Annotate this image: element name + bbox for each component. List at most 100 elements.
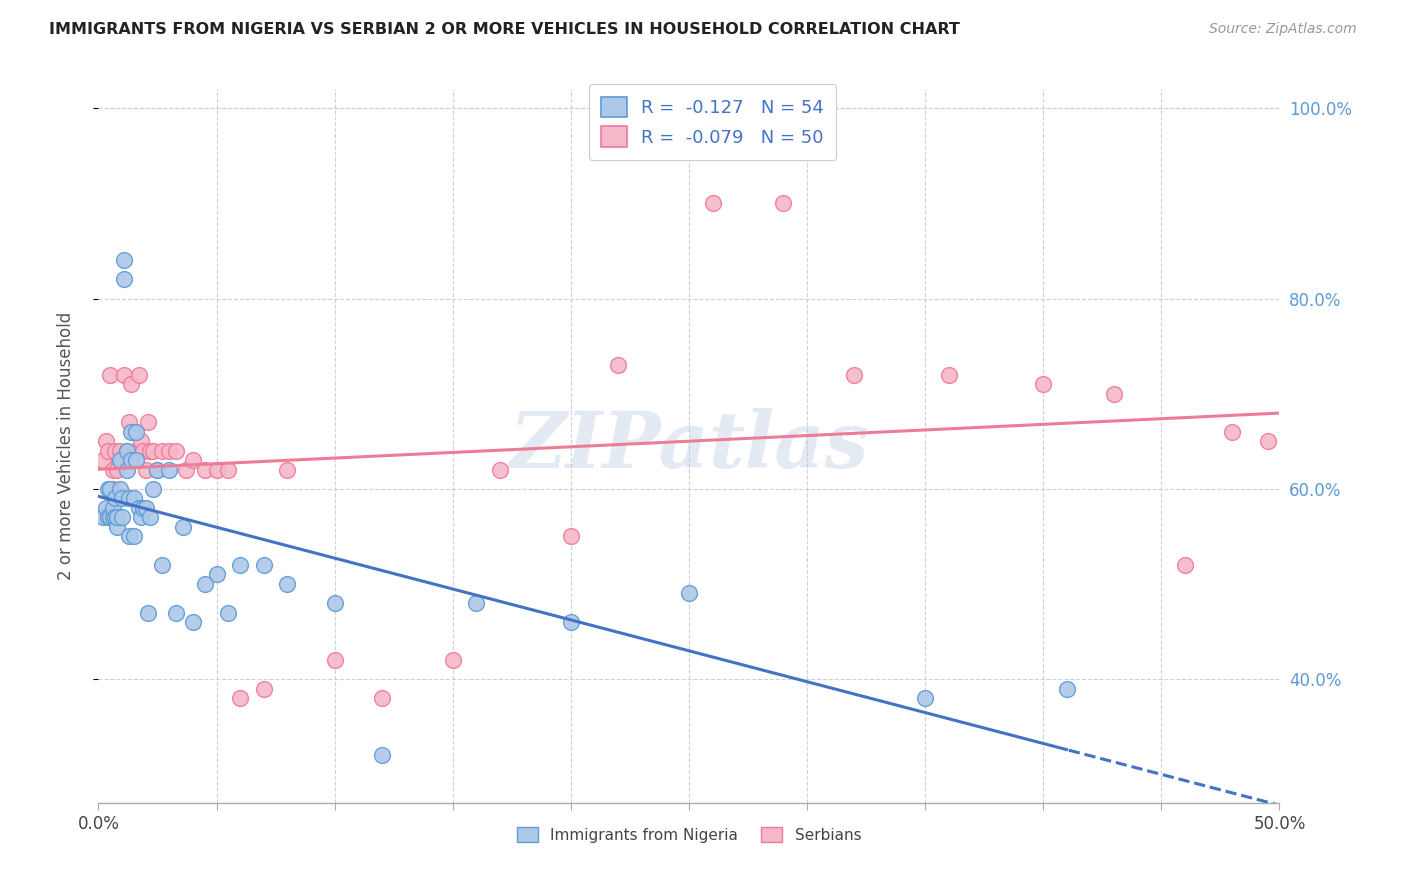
Point <box>128 368 150 382</box>
Point <box>105 510 128 524</box>
Point <box>97 510 120 524</box>
Point <box>560 615 582 629</box>
Point <box>157 443 180 458</box>
Text: ZIPatlas: ZIPatlas <box>509 408 869 484</box>
Point <box>94 434 117 449</box>
Point <box>115 443 138 458</box>
Point <box>194 463 217 477</box>
Point <box>276 463 298 477</box>
Point <box>181 453 204 467</box>
Point <box>139 443 162 458</box>
Point <box>702 196 724 211</box>
Point <box>253 681 276 696</box>
Y-axis label: 2 or more Vehicles in Household: 2 or more Vehicles in Household <box>56 312 75 580</box>
Point <box>129 434 152 449</box>
Point <box>1174 558 1197 572</box>
Point <box>115 463 138 477</box>
Point <box>1257 434 1279 449</box>
Point <box>97 443 120 458</box>
Point <box>104 510 127 524</box>
Point <box>172 520 194 534</box>
Point <box>104 443 127 458</box>
Point <box>371 748 394 763</box>
Point <box>205 463 228 477</box>
Text: IMMIGRANTS FROM NIGERIA VS SERBIAN 2 OR MORE VEHICLES IN HOUSEHOLD CORRELATION C: IMMIGRANTS FROM NIGERIA VS SERBIAN 2 OR … <box>49 22 960 37</box>
Point <box>150 558 173 572</box>
Point <box>108 443 131 458</box>
Point <box>217 606 239 620</box>
Point <box>125 425 148 439</box>
Point <box>194 577 217 591</box>
Legend: Immigrants from Nigeria, Serbians: Immigrants from Nigeria, Serbians <box>510 821 868 848</box>
Point <box>105 463 128 477</box>
Point <box>165 443 187 458</box>
Point <box>111 453 134 467</box>
Point <box>101 482 124 496</box>
Point <box>229 691 252 706</box>
Point <box>118 491 141 506</box>
Point <box>104 491 127 506</box>
Point <box>276 577 298 591</box>
Point <box>122 425 145 439</box>
Point <box>323 653 346 667</box>
Point <box>165 606 187 620</box>
Point <box>181 615 204 629</box>
Point <box>112 368 135 382</box>
Point <box>115 443 138 458</box>
Point <box>129 510 152 524</box>
Point <box>371 691 394 706</box>
Point <box>205 567 228 582</box>
Point <box>253 558 276 572</box>
Point <box>489 463 512 477</box>
Point <box>101 500 124 515</box>
Point <box>139 510 162 524</box>
Point <box>108 482 131 496</box>
Point <box>121 425 143 439</box>
Point <box>105 520 128 534</box>
Point <box>97 482 120 496</box>
Point <box>1102 386 1125 401</box>
Point <box>136 606 159 620</box>
Point <box>146 463 169 477</box>
Point <box>111 491 134 506</box>
Point <box>772 196 794 211</box>
Point <box>1056 681 1078 696</box>
Point <box>91 510 114 524</box>
Point <box>174 463 197 477</box>
Point <box>217 463 239 477</box>
Point <box>678 586 700 600</box>
Point <box>1032 377 1054 392</box>
Point <box>108 453 131 467</box>
Point <box>132 500 155 515</box>
Point <box>121 377 143 392</box>
Point <box>101 463 124 477</box>
Point <box>122 491 145 506</box>
Point <box>560 529 582 543</box>
Point <box>125 453 148 467</box>
Point <box>135 500 157 515</box>
Point <box>1220 425 1243 439</box>
Point <box>441 653 464 667</box>
Point <box>128 500 150 515</box>
Point <box>135 463 157 477</box>
Point <box>98 482 121 496</box>
Point <box>94 500 117 515</box>
Point <box>607 358 630 372</box>
Point <box>132 443 155 458</box>
Point <box>229 558 252 572</box>
Point <box>101 510 124 524</box>
Point <box>157 463 180 477</box>
Point <box>112 272 135 286</box>
Point <box>146 463 169 477</box>
Point <box>118 529 141 543</box>
Point <box>91 453 114 467</box>
Point <box>914 691 936 706</box>
Point <box>150 443 173 458</box>
Point <box>938 368 960 382</box>
Point <box>111 510 134 524</box>
Text: Source: ZipAtlas.com: Source: ZipAtlas.com <box>1209 22 1357 37</box>
Point <box>142 482 165 496</box>
Point <box>121 453 143 467</box>
Point <box>136 415 159 429</box>
Point <box>118 415 141 429</box>
